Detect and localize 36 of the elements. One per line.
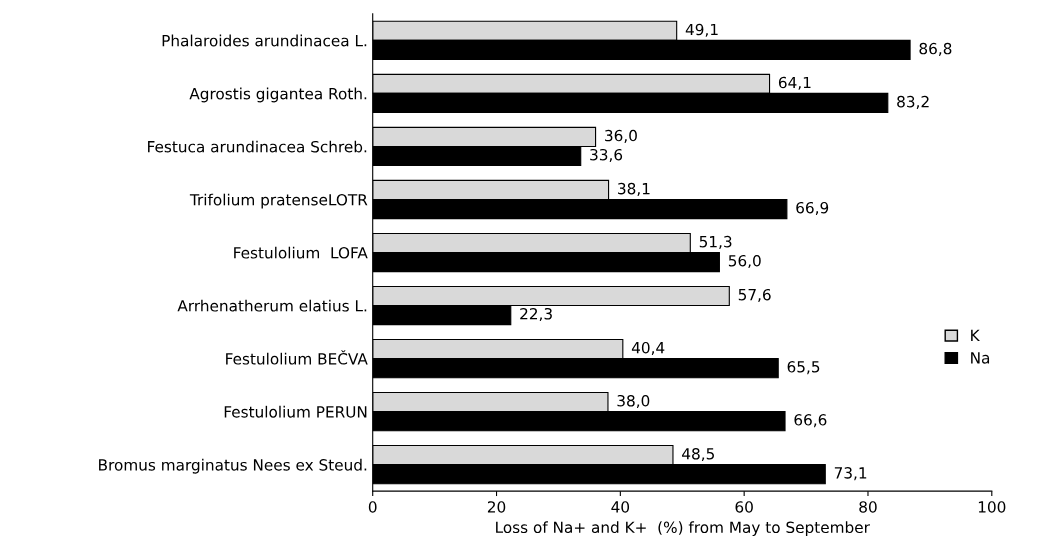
data-label: 73,1 bbox=[834, 467, 867, 481]
y-tick-label: Phalaroides arundinacea L. bbox=[162, 34, 367, 47]
y-tick-label: Festulolium PERUN bbox=[224, 405, 367, 418]
data-label: 38,1 bbox=[618, 182, 650, 196]
data-label: 83,2 bbox=[897, 95, 929, 109]
y-tick-label: Bromus marginatus Nees ex Steud. bbox=[99, 458, 367, 474]
data-label: 33,6 bbox=[590, 148, 623, 162]
legend-label: Na bbox=[971, 352, 990, 364]
data-label: 65,5 bbox=[787, 361, 820, 375]
x-tick-label: 0 bbox=[368, 501, 377, 513]
data-label: 57,6 bbox=[738, 288, 771, 302]
y-tick-label: Festulolium BEČVA bbox=[226, 350, 368, 365]
x-tick-label: 100 bbox=[978, 501, 1006, 513]
x-tick-label: 80 bbox=[859, 501, 877, 513]
x-tick-label: 60 bbox=[735, 501, 753, 513]
data-label: 86,8 bbox=[919, 42, 952, 56]
data-label: 49,1 bbox=[685, 23, 718, 37]
y-tick-label: Trifolium pratenseLOTR bbox=[189, 193, 368, 209]
y-tick-label: Festuca arundinacea Schreb. bbox=[148, 140, 367, 153]
data-label: 51,3 bbox=[699, 235, 732, 249]
y-tick-label: Arrhenatherum elatius L. bbox=[177, 299, 367, 312]
data-label: 38,0 bbox=[617, 394, 650, 409]
x-tick-label: 40 bbox=[611, 501, 630, 513]
legend-label: K bbox=[971, 329, 980, 341]
data-label: 36,0 bbox=[605, 129, 637, 143]
x-axis-title: Loss of Na+ and K+ (%) from May to September bbox=[496, 521, 870, 537]
data-label: 66,6 bbox=[794, 414, 827, 428]
data-label: 56,0 bbox=[728, 254, 761, 269]
data-label: 64,1 bbox=[778, 76, 811, 90]
data-label: 22,3 bbox=[520, 307, 552, 322]
y-tick-label: Agrostis gigantea Roth. bbox=[189, 87, 367, 103]
data-label: 66,9 bbox=[796, 201, 829, 216]
data-label: 48,5 bbox=[682, 447, 714, 462]
y-tick-label: Festulolium LOFA bbox=[234, 246, 368, 259]
data-label: 40,4 bbox=[631, 341, 665, 356]
x-tick-label: 20 bbox=[487, 501, 506, 513]
